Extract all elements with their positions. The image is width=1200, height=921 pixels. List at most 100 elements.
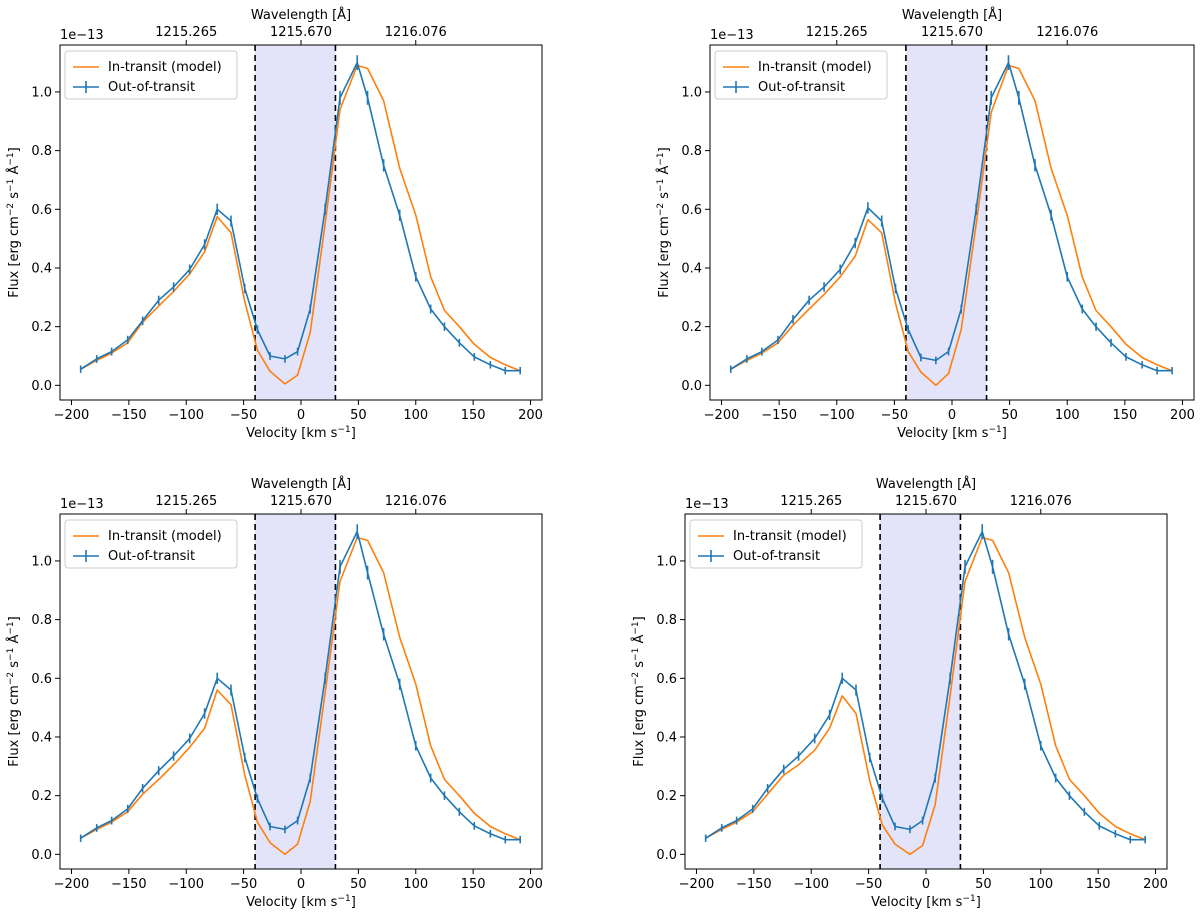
x-tick-label: −50 [881, 408, 908, 423]
legend-label-in-transit: In-transit (model) [108, 529, 222, 544]
top-tick-label: 1215.670 [895, 494, 957, 509]
y-axis-label: Flux [erg cm−2 s−1 Å−1] [6, 616, 22, 766]
x-tick-label: −200 [679, 877, 715, 892]
y-tick-label: 0.2 [656, 789, 677, 804]
x-tick-label: −150 [111, 877, 147, 892]
y-tick-label: 0.6 [656, 672, 677, 687]
x-tick-label: 50 [350, 408, 367, 423]
chart-panel-2: −200 −150 −100 −50 0 50 100 150 200 0.0 0.2 0.4 0.6 0… [656, 7, 1195, 441]
y-offset-label: 1e−13 [60, 28, 104, 43]
y-tick-label: 0.4 [681, 261, 702, 276]
legend-label-out-of-transit: Out-of-transit [758, 80, 845, 95]
series-line-in-transit [80, 536, 521, 856]
x-axis-label: Velocity [km s−1] [897, 425, 1007, 441]
x-tick-label: −100 [168, 877, 204, 892]
top-tick-label: 1215.265 [780, 494, 842, 509]
x-tick-label: 100 [403, 408, 428, 423]
legend-label-in-transit: In-transit (model) [733, 529, 847, 544]
y-tick-label: 0.6 [31, 203, 52, 218]
x-tick-label: 200 [1170, 408, 1195, 423]
x-axis-label: Velocity [km s−1] [871, 894, 981, 910]
x-tick-label: −150 [111, 408, 147, 423]
x-tick-label: −200 [704, 408, 740, 423]
x-axis-label: Velocity [km s−1] [246, 425, 356, 441]
series-line-in-transit [705, 536, 1146, 856]
y-tick-label: 0.2 [681, 320, 702, 335]
y-tick-label: 0.8 [681, 144, 702, 159]
legend-label-in-transit: In-transit (model) [758, 60, 872, 75]
y-tick-label: 0.4 [31, 730, 52, 745]
x-tick-label: 200 [518, 408, 543, 423]
absorption-band [255, 514, 336, 869]
top-tick-label: 1216.076 [1036, 25, 1098, 40]
absorption-band [880, 514, 961, 869]
legend-label-out-of-transit: Out-of-transit [733, 549, 820, 564]
x-tick-label: −200 [54, 877, 90, 892]
x-tick-label: 200 [1143, 877, 1168, 892]
chart-panel-1: −200 −150 −100 −50 0 50 100 150 200 0.0 0.2 0.4 0.6 0… [6, 7, 543, 441]
x-tick-label: −100 [793, 877, 829, 892]
y-tick-label: 0.8 [31, 144, 52, 159]
y-offset-label: 1e−13 [710, 28, 754, 43]
x-tick-label: 0 [297, 877, 305, 892]
x-tick-label: 0 [948, 408, 956, 423]
legend: In-transit (model) Out-of-transit [64, 519, 238, 569]
absorption-band [905, 45, 987, 400]
y-axis-label: Flux [erg cm−2 s−1 Å−1] [631, 616, 647, 766]
chart-panel-4: −200 −150 −100 −50 0 50 100 150 200 0.0 0.2 0.4 0.6 0… [631, 476, 1168, 910]
top-axis-label: Wavelength [Å] [251, 476, 351, 492]
y-axis-label: Flux [erg cm−2 s−1 Å−1] [656, 147, 672, 297]
legend-box [64, 50, 238, 100]
y-offset-label: 1e−13 [685, 497, 729, 512]
y-axis-label: Flux [erg cm−2 s−1 Å−1] [6, 147, 22, 297]
top-tick-label: 1215.265 [155, 25, 217, 40]
y-tick-label: 1.0 [656, 554, 677, 569]
x-tick-label: 100 [1055, 408, 1080, 423]
y-tick-label: 0.8 [656, 613, 677, 628]
top-tick-label: 1216.076 [1010, 494, 1072, 509]
y-tick-label: 0.0 [31, 379, 52, 394]
top-tick-label: 1215.265 [806, 25, 868, 40]
x-tick-label: −50 [230, 408, 257, 423]
x-tick-label: 150 [1086, 877, 1111, 892]
top-axis-label: Wavelength [Å] [251, 7, 351, 23]
y-tick-label: 0.2 [31, 320, 52, 335]
x-tick-label: −50 [855, 877, 882, 892]
legend: In-transit (model) Out-of-transit [64, 50, 238, 100]
chart-panel-3: −200 −150 −100 −50 0 50 100 150 200 0.0 0.2 0.4 0.6 0… [6, 476, 543, 910]
top-tick-label: 1215.670 [270, 25, 332, 40]
y-offset-label: 1e−13 [60, 497, 104, 512]
x-tick-label: 0 [297, 408, 305, 423]
legend-box [64, 519, 238, 569]
x-tick-label: −100 [819, 408, 855, 423]
series-line-in-transit [80, 64, 521, 385]
x-axis-label: Velocity [km s−1] [246, 894, 356, 910]
y-tick-label: 0.8 [31, 613, 52, 628]
series-line-in-transit [730, 64, 1173, 387]
x-tick-label: 150 [1112, 408, 1137, 423]
y-tick-label: 0.0 [656, 848, 677, 863]
top-axis-label: Wavelength [Å] [876, 476, 976, 492]
legend: In-transit (model) Out-of-transit [689, 519, 863, 569]
x-tick-label: 50 [1001, 408, 1018, 423]
x-tick-label: 200 [518, 877, 543, 892]
y-tick-label: 0.0 [31, 848, 52, 863]
x-tick-label: 50 [350, 877, 367, 892]
x-tick-label: −150 [761, 408, 797, 423]
legend-label-out-of-transit: Out-of-transit [108, 549, 195, 564]
x-tick-label: 150 [461, 408, 486, 423]
x-tick-label: −50 [230, 877, 257, 892]
x-tick-label: −200 [54, 408, 90, 423]
legend-label-out-of-transit: Out-of-transit [108, 80, 195, 95]
x-tick-label: 150 [461, 877, 486, 892]
y-tick-label: 0.6 [31, 672, 52, 687]
y-tick-label: 0.0 [681, 379, 702, 394]
x-tick-label: 100 [403, 877, 428, 892]
y-tick-label: 1.0 [681, 85, 702, 100]
y-tick-label: 1.0 [31, 85, 52, 100]
top-tick-label: 1216.076 [385, 494, 447, 509]
y-tick-label: 0.4 [656, 730, 677, 745]
x-tick-label: −150 [736, 877, 772, 892]
top-tick-label: 1215.670 [921, 25, 983, 40]
top-tick-label: 1215.265 [155, 494, 217, 509]
